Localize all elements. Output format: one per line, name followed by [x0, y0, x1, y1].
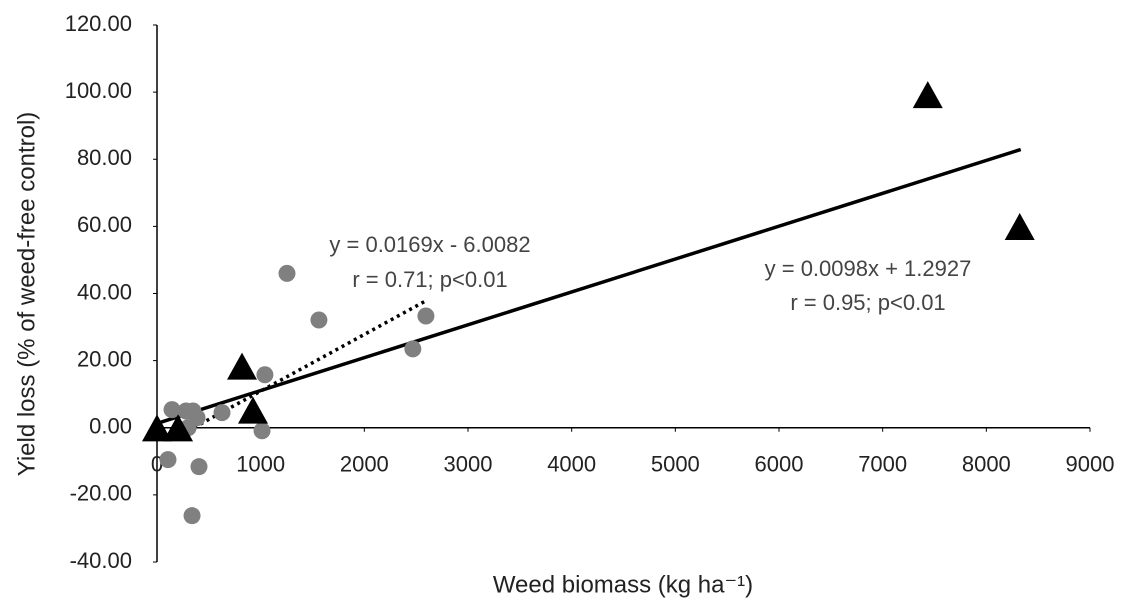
annotation: y = 0.0098x + 1.2927 [765, 256, 972, 281]
data-point [256, 366, 274, 384]
y-axis-label: Yield loss (% of weed-free control) [13, 112, 40, 477]
data-point [253, 422, 271, 440]
x-axis-label: Weed biomass (kg ha⁻¹) [493, 571, 753, 598]
data-point [190, 458, 208, 476]
data-point [1004, 213, 1035, 241]
data-point [237, 396, 268, 424]
data-point [404, 340, 422, 358]
x-tick-label: 3000 [444, 452, 493, 477]
annotation: r = 0.71; p<0.01 [352, 267, 507, 292]
data-point [278, 264, 296, 282]
data-point [183, 507, 201, 525]
data-point [912, 81, 943, 109]
data-point [310, 311, 328, 329]
y-tick-label: 120.00 [65, 11, 132, 36]
annotation: y = 0.0169x - 6.0082 [329, 232, 530, 257]
data-point [163, 401, 181, 419]
x-tick-label: 6000 [755, 452, 804, 477]
x-tick-label: 9000 [1066, 452, 1115, 477]
annotation: r = 0.95; p<0.01 [790, 290, 945, 315]
y-tick-label: -20.00 [70, 481, 132, 506]
data-point [163, 414, 194, 442]
x-tick-label: 1000 [236, 452, 285, 477]
data-point [417, 307, 435, 325]
y-tick-label: 40.00 [77, 279, 132, 304]
y-tick-label: 20.00 [77, 346, 132, 371]
data-point [159, 451, 177, 469]
y-tick-label: -40.00 [70, 548, 132, 573]
y-tick-label: 80.00 [77, 145, 132, 170]
trend-line [156, 147, 1022, 426]
x-tick-label: 4000 [547, 452, 596, 477]
x-tick-label: 2000 [340, 452, 389, 477]
data-point [227, 352, 258, 380]
data-point [142, 414, 172, 442]
x-tick-label: 7000 [858, 452, 907, 477]
y-tick-label: 100.00 [65, 78, 132, 103]
x-tick-label: 8000 [962, 452, 1011, 477]
data-point [213, 404, 231, 422]
y-tick-label: 60.00 [77, 212, 132, 237]
x-tick-label: 5000 [651, 452, 700, 477]
trend-line [187, 298, 428, 433]
y-tick-label: 0.00 [89, 414, 132, 439]
